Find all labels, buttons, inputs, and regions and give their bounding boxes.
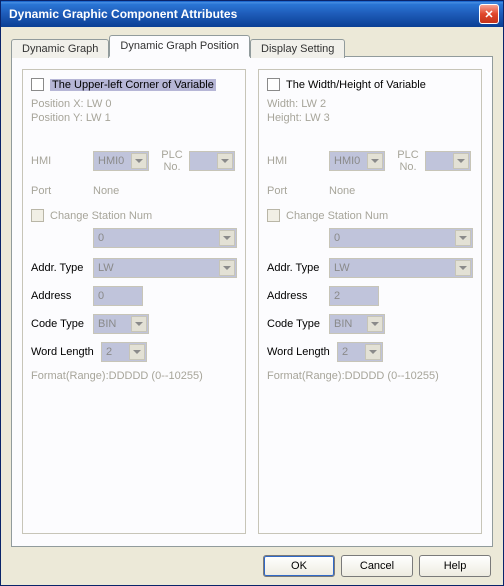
word-len-combo-right[interactable]: 2: [337, 342, 383, 362]
ok-button[interactable]: OK: [263, 555, 335, 577]
address-input-right[interactable]: 2: [329, 286, 379, 306]
chevron-down-icon: [131, 153, 147, 169]
chk-change-station-right[interactable]: [267, 209, 280, 222]
word-len-label-left: Word Length: [31, 346, 101, 358]
tab-page: The Upper-left Corner of Variable Positi…: [11, 56, 493, 547]
code-type-label-left: Code Type: [31, 318, 93, 330]
hmi-label-right: HMI: [267, 155, 329, 167]
port-label-left: Port: [31, 185, 93, 197]
position-x: Position X: LW 0: [31, 97, 237, 111]
tab-dynamic-graph-position[interactable]: Dynamic Graph Position: [109, 35, 250, 57]
port-value-left: None: [93, 185, 119, 197]
hmi-combo-left[interactable]: HMI0: [93, 151, 149, 171]
station-combo-right[interactable]: 0: [329, 228, 473, 248]
button-bar: OK Cancel Help: [11, 547, 493, 579]
size-info: Width: LW 2 Height: LW 3: [267, 97, 473, 125]
titlebar: Dynamic Graphic Component Attributes ✕: [1, 1, 503, 27]
chevron-down-icon: [219, 230, 235, 246]
chevron-down-icon: [131, 316, 147, 332]
chevron-down-icon: [219, 260, 235, 276]
addr-type-label-right: Addr. Type: [267, 262, 329, 274]
chk-upper-left[interactable]: [31, 78, 44, 91]
port-label-right: Port: [267, 185, 329, 197]
code-type-label-right: Code Type: [267, 318, 329, 330]
word-len-value-left: 2: [106, 346, 112, 358]
address-input-left[interactable]: 0: [93, 286, 143, 306]
format-label-right: Format(Range):DDDDD (0--10255): [267, 370, 473, 382]
addr-type-label-left: Addr. Type: [31, 262, 93, 274]
code-type-combo-right[interactable]: BIN: [329, 314, 385, 334]
word-len-combo-left[interactable]: 2: [101, 342, 147, 362]
chk-change-station-label-left: Change Station Num: [50, 210, 152, 222]
code-type-combo-left[interactable]: BIN: [93, 314, 149, 334]
addr-type-value-right: LW: [334, 262, 350, 274]
chevron-down-icon: [455, 230, 471, 246]
chk-change-station-left[interactable]: [31, 209, 44, 222]
address-label-left: Address: [31, 290, 93, 302]
station-combo-left[interactable]: 0: [93, 228, 237, 248]
code-type-value-left: BIN: [98, 318, 116, 330]
chk-width-height[interactable]: [267, 78, 280, 91]
chk-width-height-label: The Width/Height of Variable: [286, 79, 426, 91]
addr-type-combo-right[interactable]: LW: [329, 258, 473, 278]
height-info: Height: LW 3: [267, 111, 473, 125]
word-len-label-right: Word Length: [267, 346, 337, 358]
hmi-value-right: HMI0: [334, 155, 360, 167]
client-area: Dynamic Graph Dynamic Graph Position Dis…: [1, 27, 503, 585]
position-info: Position X: LW 0 Position Y: LW 1: [31, 97, 237, 125]
help-button[interactable]: Help: [419, 555, 491, 577]
code-type-value-right: BIN: [334, 318, 352, 330]
plcno-combo-right[interactable]: [425, 151, 471, 171]
dialog-window: Dynamic Graphic Component Attributes ✕ D…: [0, 0, 504, 586]
chevron-down-icon: [367, 316, 383, 332]
address-label-right: Address: [267, 290, 329, 302]
tab-display-setting[interactable]: Display Setting: [250, 39, 345, 58]
station-value-right: 0: [334, 232, 340, 244]
chevron-down-icon: [217, 153, 233, 169]
plcno-combo-left[interactable]: [189, 151, 235, 171]
close-icon: ✕: [484, 8, 493, 21]
hmi-combo-right[interactable]: HMI0: [329, 151, 385, 171]
station-value-left: 0: [98, 232, 104, 244]
cancel-button[interactable]: Cancel: [341, 555, 413, 577]
addr-type-value-left: LW: [98, 262, 114, 274]
tabstrip: Dynamic Graph Dynamic Graph Position Dis…: [11, 35, 493, 57]
plcno-label-right: PLC No.: [391, 149, 425, 173]
format-label-left: Format(Range):DDDDD (0--10255): [31, 370, 237, 382]
window-title: Dynamic Graphic Component Attributes: [9, 7, 479, 21]
chevron-down-icon: [367, 153, 383, 169]
chevron-down-icon: [129, 344, 145, 360]
addr-type-combo-left[interactable]: LW: [93, 258, 237, 278]
plcno-label-left: PLC No.: [155, 149, 189, 173]
position-y: Position Y: LW 1: [31, 111, 237, 125]
chk-upper-left-label: The Upper-left Corner of Variable: [50, 79, 216, 91]
close-button[interactable]: ✕: [479, 4, 499, 24]
hmi-label-left: HMI: [31, 155, 93, 167]
chevron-down-icon: [365, 344, 381, 360]
chevron-down-icon: [455, 260, 471, 276]
address-value-left: 0: [98, 290, 104, 302]
port-value-right: None: [329, 185, 355, 197]
chevron-down-icon: [453, 153, 469, 169]
group-width-height: The Width/Height of Variable Width: LW 2…: [258, 69, 482, 534]
hmi-value-left: HMI0: [98, 155, 124, 167]
address-value-right: 2: [334, 290, 340, 302]
word-len-value-right: 2: [342, 346, 348, 358]
group-upper-left: The Upper-left Corner of Variable Positi…: [22, 69, 246, 534]
tab-dynamic-graph[interactable]: Dynamic Graph: [11, 39, 109, 58]
chk-change-station-label-right: Change Station Num: [286, 210, 388, 222]
width-info: Width: LW 2: [267, 97, 473, 111]
